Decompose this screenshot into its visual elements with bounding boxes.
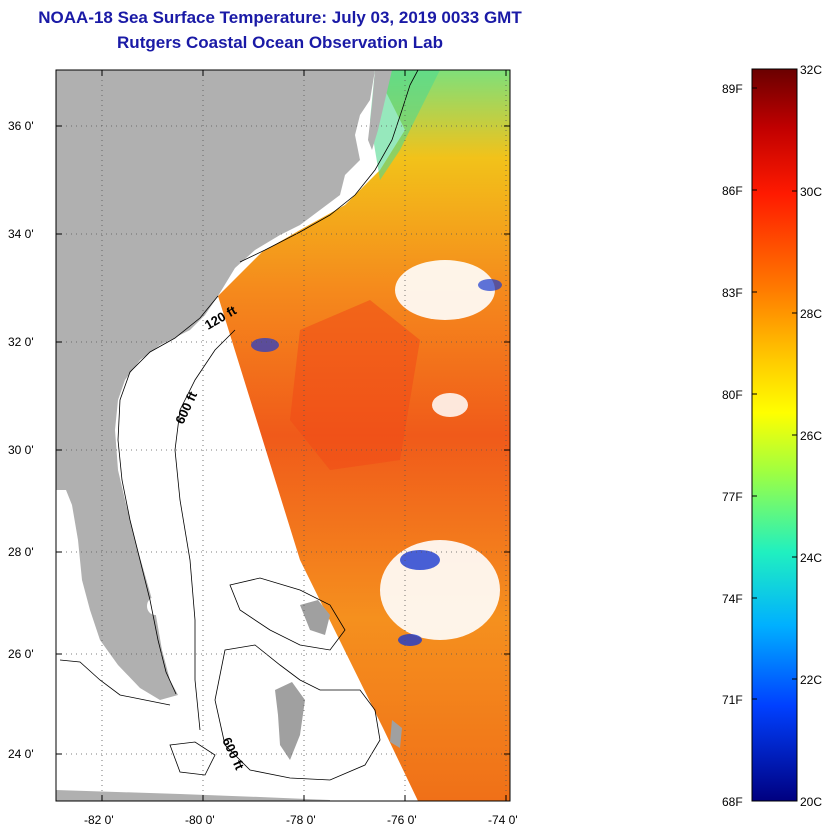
contour-120ft [239,70,419,263]
colorbar-f-label: 68F [722,795,743,809]
colorbar: 89F 86F 83F 80F 77F 74F 71F 68F 32C 30C … [722,63,822,809]
graticule [56,70,510,801]
colorbar-f-label: 86F [722,184,743,198]
colorbar-c-label: 28C [800,307,822,321]
land-outer-banks [368,70,392,150]
map-title: NOAA-18 Sea Surface Temperature: July 03… [38,8,522,27]
colorbar-c-label: 26C [800,429,822,443]
colorbar-f-label: 80F [722,388,743,402]
cool-patch [251,338,279,352]
lat-tick-label: 26 0' [8,647,34,661]
lat-tick-label: 32 0' [8,335,34,349]
warm-core [290,300,420,470]
colorbar-c-label: 24C [800,551,822,565]
lat-tick-label: 36 0' [8,119,34,133]
colorbar-c-label: 22C [800,673,822,687]
cool-patch [478,279,502,291]
colorbar-c-label: 20C [800,795,822,809]
contour-coast [117,295,219,695]
colorbar-gradient [751,68,798,802]
contour-bahamas [229,577,346,651]
colorbar-f-label: 74F [722,592,743,606]
land-bahamas [300,600,330,635]
colorbar-f-label: 83F [722,286,743,300]
colorbar-c-label: 30C [800,185,822,199]
lat-tick-label: 30 0' [8,443,34,457]
lat-tick-label: 24 0' [8,747,34,761]
colorbar-c-label: 32C [800,63,822,77]
land-cuba [56,790,330,801]
lon-tick-label: -80 0' [185,813,215,827]
lon-tick-label: -78 0' [286,813,316,827]
frame-ticks [56,70,510,801]
colorbar-f-label: 77F [722,490,743,504]
lat-tick-label: 28 0' [8,545,34,559]
lat-tick-label: 34 0' [8,227,34,241]
cloud-patch [380,540,500,640]
cool-patch [400,550,440,570]
land-bahamas [390,720,402,748]
land-bahamas [275,682,305,760]
contour-keys [59,659,171,706]
cloud-patch [395,260,495,320]
lake-okeechobee [147,597,163,615]
contour-bahamas [169,741,216,776]
lon-tick-label: -76 0' [387,813,417,827]
map-subtitle: Rutgers Coastal Ocean Observation Lab [117,33,443,52]
colorbar-f-label: 71F [722,693,743,707]
cool-patch [398,634,422,646]
cloud-patch [432,393,468,417]
lon-tick-label: -82 0' [84,813,114,827]
contour-600ft [174,329,236,731]
land-mainland [56,70,375,700]
lon-tick-label: -74 0' [488,813,518,827]
colorbar-f-label: 89F [722,82,743,96]
contour-bahamas [214,644,381,781]
